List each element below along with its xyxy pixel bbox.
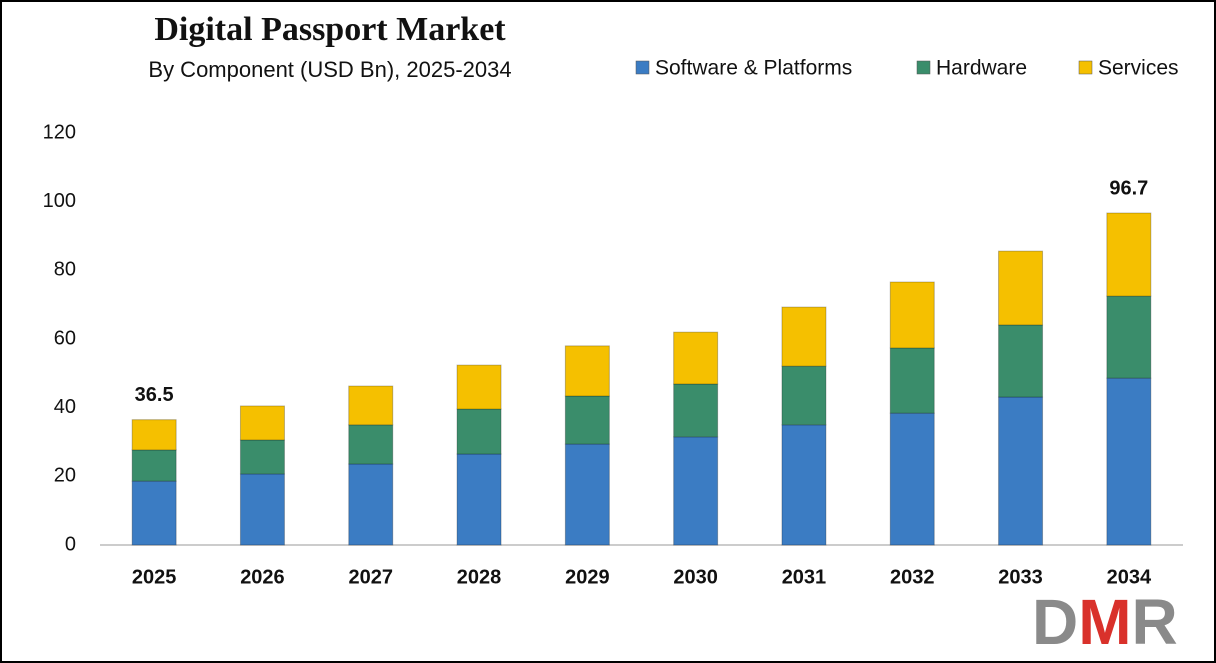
- y-tick-label: 120: [43, 121, 76, 143]
- x-tick-label: 2029: [565, 566, 610, 588]
- x-tick-label: 2027: [349, 566, 394, 588]
- legend-swatch: [1078, 60, 1093, 75]
- x-tick-label: 2025: [132, 566, 177, 588]
- bar-segment: [239, 405, 285, 441]
- bar-segment: [348, 385, 394, 426]
- bar-segment: [131, 449, 177, 482]
- bar-segment: [1106, 377, 1152, 546]
- bar-segment: [348, 463, 394, 546]
- bar-segment: [239, 439, 285, 475]
- bar-segment: [781, 424, 827, 546]
- x-tick-label: 2030: [673, 566, 718, 588]
- logo: DMR: [1032, 586, 1178, 658]
- logo-letter: D: [1032, 586, 1078, 658]
- bar-segment: [889, 347, 935, 414]
- y-tick-label: 40: [54, 396, 76, 418]
- bar-segment: [456, 408, 502, 455]
- bar-segment: [348, 424, 394, 465]
- chart-title: Digital Passport Market: [154, 11, 506, 48]
- y-tick-label: 0: [65, 533, 76, 555]
- x-tick-label: 2026: [240, 566, 285, 588]
- legend-label: Services: [1098, 57, 1179, 80]
- bar-segment: [564, 443, 610, 546]
- bar-segment: [1106, 212, 1152, 297]
- bar-segment: [998, 250, 1044, 326]
- bar-segment: [564, 345, 610, 397]
- bar-segment: [781, 306, 827, 367]
- bar-segment: [131, 480, 177, 546]
- bar-segment: [239, 473, 285, 546]
- bar-segment: [673, 436, 719, 546]
- bar-segment: [564, 395, 610, 445]
- bar-segment: [998, 324, 1044, 398]
- x-tick-label: 2033: [998, 566, 1043, 588]
- y-tick-label: 100: [43, 190, 76, 212]
- bar-segment: [889, 412, 935, 546]
- y-tick-label: 80: [54, 259, 76, 281]
- bar-segment: [1106, 295, 1152, 379]
- x-tick-label: 2034: [1107, 566, 1152, 588]
- legend-swatch: [635, 60, 650, 75]
- bar-segment: [889, 281, 935, 349]
- bar-segment: [673, 331, 719, 385]
- legend-swatch: [916, 60, 931, 75]
- total-label: 96.7: [1109, 177, 1148, 199]
- x-tick-label: 2031: [782, 566, 827, 588]
- x-tick-label: 2028: [457, 566, 502, 588]
- chart-subtitle: By Component (USD Bn), 2025-2034: [148, 57, 511, 82]
- total-label: 36.5: [135, 384, 174, 406]
- logo-letter: R: [1132, 586, 1178, 658]
- y-tick-label: 60: [54, 327, 76, 349]
- bar-segment: [456, 364, 502, 410]
- bar-segment: [781, 365, 827, 426]
- logo-letter: M: [1078, 586, 1131, 658]
- bar-segment: [131, 419, 177, 451]
- y-tick-label: 20: [54, 465, 76, 487]
- bar-segment: [456, 453, 502, 546]
- x-tick-label: 2032: [890, 566, 935, 588]
- bar-segment: [673, 383, 719, 438]
- legend-label: Software & Platforms: [655, 57, 852, 80]
- legend-label: Hardware: [936, 57, 1027, 80]
- bar-segment: [998, 396, 1044, 546]
